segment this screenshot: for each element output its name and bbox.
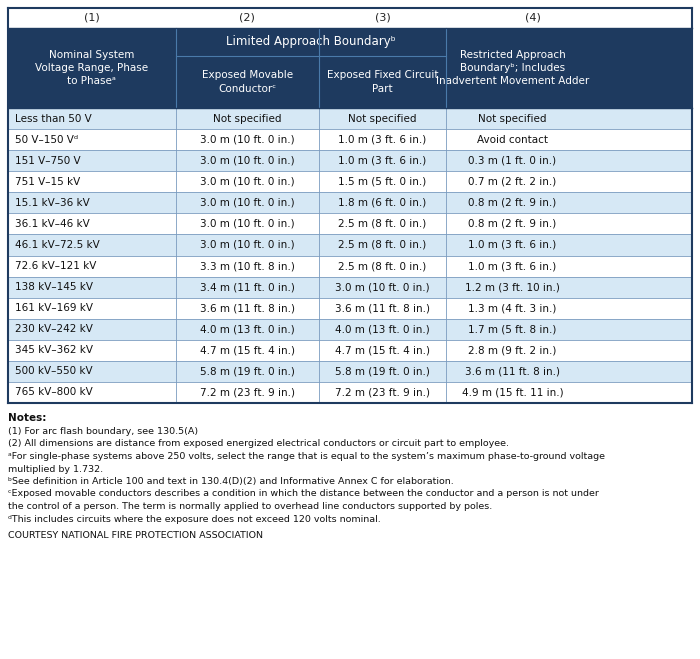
- Text: Exposed Fixed Circuit
Part: Exposed Fixed Circuit Part: [327, 71, 438, 94]
- Text: 4.7 m (15 ft. 4 in.): 4.7 m (15 ft. 4 in.): [335, 345, 430, 355]
- Bar: [8, 129, 692, 150]
- Text: Not specified: Not specified: [478, 113, 547, 123]
- Bar: [8, 108, 692, 129]
- Text: 345 kV–362 kV: 345 kV–362 kV: [15, 345, 93, 355]
- Text: 151 V–750 V: 151 V–750 V: [15, 156, 80, 165]
- Bar: [8, 277, 692, 298]
- Text: 3.0 m (10 ft. 0 in.): 3.0 m (10 ft. 0 in.): [200, 156, 295, 165]
- Bar: [8, 214, 692, 235]
- Text: 3.0 m (10 ft. 0 in.): 3.0 m (10 ft. 0 in.): [200, 219, 295, 229]
- Text: ᵇSee definition in Article 100 and text in 130.4(D)(2) and Informative Annex C f: ᵇSee definition in Article 100 and text …: [8, 477, 454, 486]
- Text: (2): (2): [239, 13, 255, 23]
- Text: 3.0 m (10 ft. 0 in.): 3.0 m (10 ft. 0 in.): [200, 240, 295, 250]
- Text: 1.0 m (3 ft. 6 in.): 1.0 m (3 ft. 6 in.): [338, 156, 426, 165]
- Text: 3.6 m (11 ft. 8 in.): 3.6 m (11 ft. 8 in.): [465, 366, 560, 376]
- Text: 3.3 m (10 ft. 8 in.): 3.3 m (10 ft. 8 in.): [200, 261, 295, 271]
- Text: 161 kV–169 kV: 161 kV–169 kV: [15, 303, 93, 313]
- Text: 5.8 m (19 ft. 0 in.): 5.8 m (19 ft. 0 in.): [200, 366, 295, 376]
- Text: ᵈThis includes circuits where the exposure does not exceed 120 volts nominal.: ᵈThis includes circuits where the exposu…: [8, 515, 381, 523]
- Bar: [8, 150, 692, 171]
- Text: 46.1 kV–72.5 kV: 46.1 kV–72.5 kV: [15, 240, 99, 250]
- Bar: [8, 171, 692, 192]
- Bar: [8, 192, 692, 214]
- Text: 2.8 m (9 ft. 2 in.): 2.8 m (9 ft. 2 in.): [468, 345, 556, 355]
- Text: multiplied by 1.732.: multiplied by 1.732.: [8, 465, 103, 474]
- Text: ᵃFor single-phase systems above 250 volts, select the range that is equal to the: ᵃFor single-phase systems above 250 volt…: [8, 452, 605, 461]
- Bar: [8, 361, 692, 382]
- Text: 2.5 m (8 ft. 0 in.): 2.5 m (8 ft. 0 in.): [338, 219, 426, 229]
- Text: COURTESY NATIONAL FIRE PROTECTION ASSOCIATION: COURTESY NATIONAL FIRE PROTECTION ASSOCI…: [8, 531, 263, 540]
- Text: 15.1 kV–36 kV: 15.1 kV–36 kV: [15, 198, 90, 208]
- Bar: [8, 382, 692, 403]
- Text: 4.0 m (13 ft. 0 in.): 4.0 m (13 ft. 0 in.): [200, 324, 295, 334]
- Text: Not specified: Not specified: [213, 113, 281, 123]
- Text: (2) All dimensions are distance from exposed energized electrical conductors or : (2) All dimensions are distance from exp…: [8, 440, 509, 449]
- Text: 138 kV–145 kV: 138 kV–145 kV: [15, 282, 93, 292]
- Text: Restricted Approach
Boundaryᵇ; Includes
Inadvertent Movement Adder: Restricted Approach Boundaryᵇ; Includes …: [436, 50, 589, 86]
- Text: 0.8 m (2 ft. 9 in.): 0.8 m (2 ft. 9 in.): [468, 198, 556, 208]
- Text: 36.1 kV–46 kV: 36.1 kV–46 kV: [15, 219, 90, 229]
- Text: 1.2 m (3 ft. 10 in.): 1.2 m (3 ft. 10 in.): [465, 282, 560, 292]
- Text: 751 V–15 kV: 751 V–15 kV: [15, 177, 80, 186]
- Text: Limited Approach Boundaryᵇ: Limited Approach Boundaryᵇ: [226, 36, 395, 49]
- Text: Notes:: Notes:: [8, 413, 46, 423]
- Text: 3.6 m (11 ft. 8 in.): 3.6 m (11 ft. 8 in.): [335, 303, 430, 313]
- Text: 3.6 m (11 ft. 8 in.): 3.6 m (11 ft. 8 in.): [200, 303, 295, 313]
- Bar: [8, 340, 692, 361]
- Text: 1.0 m (3 ft. 6 in.): 1.0 m (3 ft. 6 in.): [468, 240, 556, 250]
- Bar: [8, 319, 692, 340]
- Bar: [8, 298, 692, 319]
- Text: 3.4 m (11 ft. 0 in.): 3.4 m (11 ft. 0 in.): [200, 282, 295, 292]
- Text: the control of a person. The term is normally applied to overhead line conductor: the control of a person. The term is nor…: [8, 502, 492, 511]
- Text: 7.2 m (23 ft. 9 in.): 7.2 m (23 ft. 9 in.): [335, 387, 430, 397]
- Text: 2.5 m (8 ft. 0 in.): 2.5 m (8 ft. 0 in.): [338, 261, 426, 271]
- Bar: [8, 28, 692, 108]
- Text: Avoid contact: Avoid contact: [477, 134, 548, 144]
- Text: 3.0 m (10 ft. 0 in.): 3.0 m (10 ft. 0 in.): [200, 198, 295, 208]
- Text: 1.0 m (3 ft. 6 in.): 1.0 m (3 ft. 6 in.): [468, 261, 556, 271]
- Text: 1.5 m (5 ft. 0 in.): 1.5 m (5 ft. 0 in.): [338, 177, 426, 186]
- Text: 72.6 kV–121 kV: 72.6 kV–121 kV: [15, 261, 97, 271]
- Text: 230 kV–242 kV: 230 kV–242 kV: [15, 324, 93, 334]
- Text: 4.7 m (15 ft. 4 in.): 4.7 m (15 ft. 4 in.): [200, 345, 295, 355]
- Text: 3.0 m (10 ft. 0 in.): 3.0 m (10 ft. 0 in.): [335, 282, 430, 292]
- Text: Nominal System
Voltage Range, Phase
to Phaseᵃ: Nominal System Voltage Range, Phase to P…: [35, 50, 148, 86]
- Text: (3): (3): [374, 13, 391, 23]
- Text: 0.8 m (2 ft. 9 in.): 0.8 m (2 ft. 9 in.): [468, 219, 556, 229]
- Text: 5.8 m (19 ft. 0 in.): 5.8 m (19 ft. 0 in.): [335, 366, 430, 376]
- Text: 4.0 m (13 ft. 0 in.): 4.0 m (13 ft. 0 in.): [335, 324, 430, 334]
- Text: 0.3 m (1 ft. 0 in.): 0.3 m (1 ft. 0 in.): [468, 156, 556, 165]
- Text: 765 kV–800 kV: 765 kV–800 kV: [15, 387, 92, 397]
- Text: 7.2 m (23 ft. 9 in.): 7.2 m (23 ft. 9 in.): [200, 387, 295, 397]
- Text: 1.0 m (3 ft. 6 in.): 1.0 m (3 ft. 6 in.): [338, 134, 426, 144]
- Text: ᶜExposed movable conductors describes a condition in which the distance between : ᶜExposed movable conductors describes a …: [8, 490, 599, 498]
- Text: 1.7 m (5 ft. 8 in.): 1.7 m (5 ft. 8 in.): [468, 324, 556, 334]
- Text: 3.0 m (10 ft. 0 in.): 3.0 m (10 ft. 0 in.): [200, 177, 295, 186]
- Text: 1.8 m (6 ft. 0 in.): 1.8 m (6 ft. 0 in.): [338, 198, 426, 208]
- Text: 2.5 m (8 ft. 0 in.): 2.5 m (8 ft. 0 in.): [338, 240, 426, 250]
- Text: 3.0 m (10 ft. 0 in.): 3.0 m (10 ft. 0 in.): [200, 134, 295, 144]
- Text: 50 V–150 Vᵈ: 50 V–150 Vᵈ: [15, 134, 78, 144]
- Text: (4): (4): [525, 13, 541, 23]
- Text: 4.9 m (15 ft. 11 in.): 4.9 m (15 ft. 11 in.): [461, 387, 564, 397]
- Bar: [8, 235, 692, 256]
- Text: (1) For arc flash boundary, see 130.5(A): (1) For arc flash boundary, see 130.5(A): [8, 427, 198, 436]
- Text: Not specified: Not specified: [348, 113, 416, 123]
- Text: 0.7 m (2 ft. 2 in.): 0.7 m (2 ft. 2 in.): [468, 177, 556, 186]
- Text: (1): (1): [84, 13, 99, 23]
- Bar: [8, 256, 692, 277]
- Text: Less than 50 V: Less than 50 V: [15, 113, 92, 123]
- Text: Exposed Movable
Conductorᶜ: Exposed Movable Conductorᶜ: [202, 71, 293, 94]
- Text: 500 kV–550 kV: 500 kV–550 kV: [15, 366, 92, 376]
- Text: 1.3 m (4 ft. 3 in.): 1.3 m (4 ft. 3 in.): [468, 303, 556, 313]
